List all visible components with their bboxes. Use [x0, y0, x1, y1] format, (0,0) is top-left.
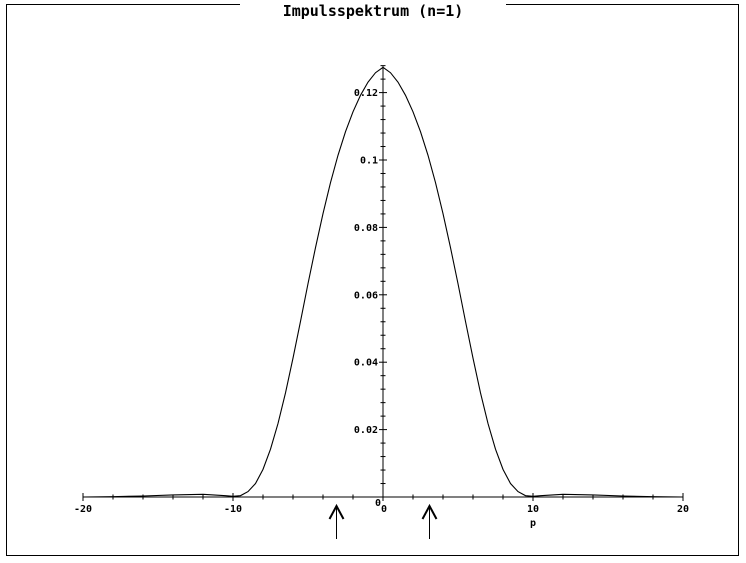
y-tick-label: 0.04: [354, 358, 378, 369]
chart-title: Impulsspektrum (n=1): [282, 2, 464, 20]
x-tick-label-zero: 0: [381, 504, 387, 515]
y-tick-label: 0.06: [354, 290, 378, 301]
y-tick-label: 0.12: [354, 88, 378, 99]
x-tick-label: -20: [74, 504, 92, 515]
plot-frame: [6, 4, 739, 556]
x-tick-label: 10: [527, 504, 539, 515]
y-tick-label: 0.08: [354, 223, 378, 234]
x-tick-label: 20: [677, 504, 689, 515]
x-axis-label: p: [530, 518, 536, 529]
y-tick-label: 0.02: [354, 425, 378, 436]
series-line: [82, 66, 684, 498]
title-background: [240, 0, 506, 20]
x-tick-label: -10: [224, 504, 242, 515]
annotations: [328, 503, 438, 539]
origin-label: 0: [375, 498, 381, 509]
y-tick-label: 0.1: [360, 156, 378, 167]
tick-labels: -20 -10 10 20 00 0.02 0.04 0.06 0.08 0.1 0.12 p: [74, 88, 689, 529]
annotation-arrow: [328, 503, 345, 539]
annotation-arrow: [421, 503, 438, 539]
